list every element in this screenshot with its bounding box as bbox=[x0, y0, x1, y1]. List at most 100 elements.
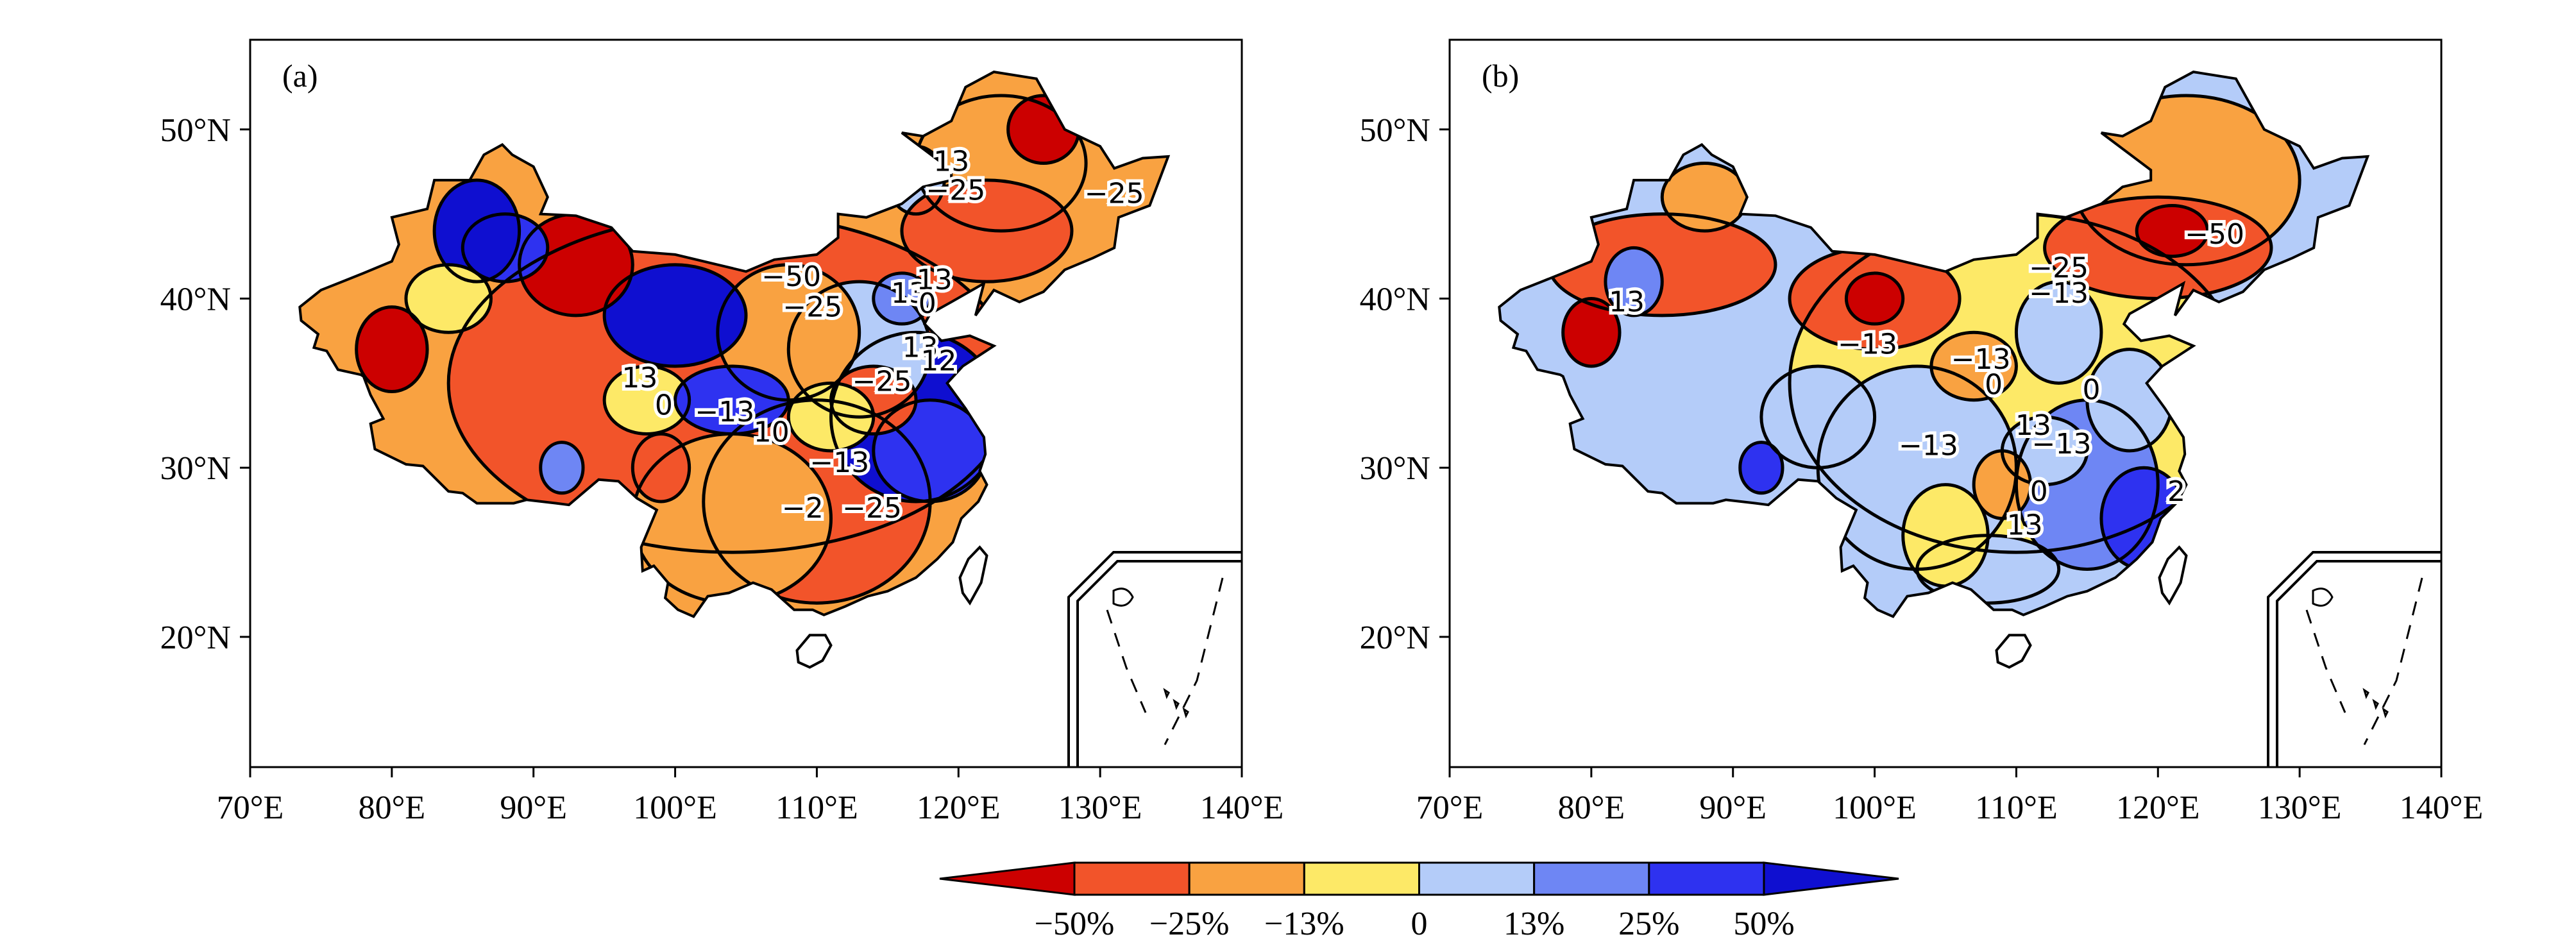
x-tick-label: 70°E bbox=[217, 790, 284, 826]
colorbar-segment bbox=[1303, 861, 1421, 896]
colorbar-segment bbox=[1073, 861, 1191, 896]
contour-label: 13 bbox=[1609, 285, 1645, 318]
shaded-region bbox=[1931, 332, 2017, 400]
contour-line bbox=[674, 364, 790, 436]
panel-a-south-china-sea-inset bbox=[1067, 551, 1242, 767]
colorbar-tick-label: 0 bbox=[1411, 906, 1428, 939]
contour-label: 13 bbox=[917, 264, 953, 296]
contour-line bbox=[602, 364, 691, 436]
x-tick-label: 90°E bbox=[500, 790, 567, 826]
x-tick-label: 80°E bbox=[1558, 790, 1625, 826]
contour-line bbox=[2014, 280, 2103, 385]
shaded-region bbox=[1740, 442, 1783, 493]
contour-line bbox=[1929, 330, 2018, 402]
contour-label: −13 bbox=[1838, 328, 1897, 360]
contour-line bbox=[786, 280, 932, 419]
contour-label: −25 bbox=[842, 492, 902, 525]
contour-line bbox=[2135, 203, 2210, 258]
contour-line bbox=[1561, 296, 1622, 368]
contour-label: −13 bbox=[809, 446, 869, 479]
y-tick-label: 50°N bbox=[160, 112, 231, 149]
contour-label: −13 bbox=[2029, 277, 2089, 310]
panel-a-y-axis: 20°N 30°N 40°N 50°N bbox=[160, 112, 250, 656]
shaded-region bbox=[540, 442, 584, 493]
contour-line bbox=[1604, 246, 1664, 317]
contour-label: 2 bbox=[2167, 475, 2185, 508]
contour-label: 0 bbox=[1985, 369, 2003, 402]
x-tick-label: 110°E bbox=[1975, 790, 2058, 826]
panel-b-china-boundary bbox=[1498, 71, 2370, 669]
shaded-region bbox=[2016, 282, 2101, 384]
contour-label: 13 bbox=[933, 146, 969, 178]
contour-line bbox=[404, 263, 493, 334]
contour-label: −50 bbox=[2185, 218, 2244, 251]
contour-line bbox=[829, 364, 918, 436]
colorbar-segment bbox=[1188, 861, 1305, 896]
contour-label: −25 bbox=[783, 291, 842, 323]
contour-label: 0 bbox=[2030, 475, 2048, 508]
colorbar-tick-label: 25% bbox=[1618, 906, 1679, 939]
contour-label: 13 bbox=[2015, 409, 2051, 442]
y-tick-label: 30°N bbox=[160, 450, 231, 487]
panel-b-x-axis: 70°E 80°E 90°E 100°E 110°E 120°E 130°E 140°E bbox=[1416, 767, 2483, 826]
shaded-region bbox=[675, 366, 789, 434]
shaded-region bbox=[2137, 205, 2208, 257]
contour-label: −2 bbox=[782, 492, 824, 525]
inset-frame-inner bbox=[1076, 560, 1242, 767]
contour-label: −13 bbox=[1951, 343, 2011, 376]
panel-a-x-axis: 70°E 80°E 90°E 100°E 110°E 120°E 130°E 140°E bbox=[217, 767, 1284, 826]
x-tick-label: 120°E bbox=[2116, 790, 2200, 826]
contour-label: −13 bbox=[2032, 428, 2092, 461]
contour-label: −13 bbox=[695, 396, 754, 428]
panel-a-label: (a) bbox=[282, 58, 318, 94]
shaded-region bbox=[604, 264, 746, 366]
contour-label: 0 bbox=[919, 287, 936, 320]
contour-line bbox=[1972, 449, 2033, 520]
contour-line bbox=[539, 441, 585, 495]
y-tick-label: 50°N bbox=[1360, 112, 1430, 149]
colorbar-tick-label: −50% bbox=[1035, 906, 1115, 939]
x-tick-label: 120°E bbox=[917, 790, 1001, 826]
contour-line bbox=[432, 178, 521, 283]
panel-b-label: (b) bbox=[1482, 58, 1519, 94]
contour-line bbox=[355, 305, 429, 394]
panel-b-y-axis: 20°N 30°N 40°N 50°N bbox=[1360, 112, 1450, 656]
contour-line bbox=[1759, 364, 1877, 470]
contour-label: −25 bbox=[2029, 252, 2089, 285]
shaded-region bbox=[717, 264, 860, 400]
shaded-region bbox=[356, 307, 428, 392]
contour-line bbox=[900, 178, 1074, 283]
shaded-region bbox=[1605, 248, 1663, 316]
x-tick-label: 70°E bbox=[1416, 790, 1484, 826]
colorbar-tick-label: 50% bbox=[1733, 906, 1794, 939]
x-tick-label: 80°E bbox=[359, 790, 426, 826]
contour-line bbox=[631, 432, 691, 503]
inset-frame bbox=[1067, 551, 1242, 767]
shaded-region bbox=[2087, 349, 2173, 451]
inset-frame bbox=[2267, 551, 2441, 767]
y-tick-label: 20°N bbox=[1360, 620, 1430, 656]
colorbar-min-extension bbox=[939, 861, 1076, 896]
contour-label: 13 bbox=[902, 332, 938, 364]
colorbar-segment bbox=[1418, 861, 1536, 896]
contour-line bbox=[1738, 441, 1784, 495]
inset-frame-inner bbox=[2276, 560, 2441, 767]
colorbar-tick-label: 13% bbox=[1504, 906, 1564, 939]
colorbar-tick-label: −25% bbox=[1149, 906, 1230, 939]
shaded-region bbox=[434, 180, 520, 282]
colorbar-segment bbox=[1648, 861, 1765, 896]
contour-label: 0 bbox=[655, 389, 673, 421]
y-tick-label: 40°N bbox=[160, 281, 231, 317]
shaded-region bbox=[1563, 298, 1620, 366]
contour-label: −13 bbox=[1899, 430, 1958, 462]
contour-line bbox=[872, 271, 932, 326]
contour-line bbox=[1844, 271, 1905, 326]
contour-label: 12 bbox=[920, 345, 956, 378]
inset-islands bbox=[1112, 588, 1189, 719]
colorbar-max-extension bbox=[1763, 861, 1899, 896]
inset-islands bbox=[2312, 588, 2389, 719]
shaded-region bbox=[604, 366, 690, 434]
colorbar-segment bbox=[1533, 861, 1650, 896]
